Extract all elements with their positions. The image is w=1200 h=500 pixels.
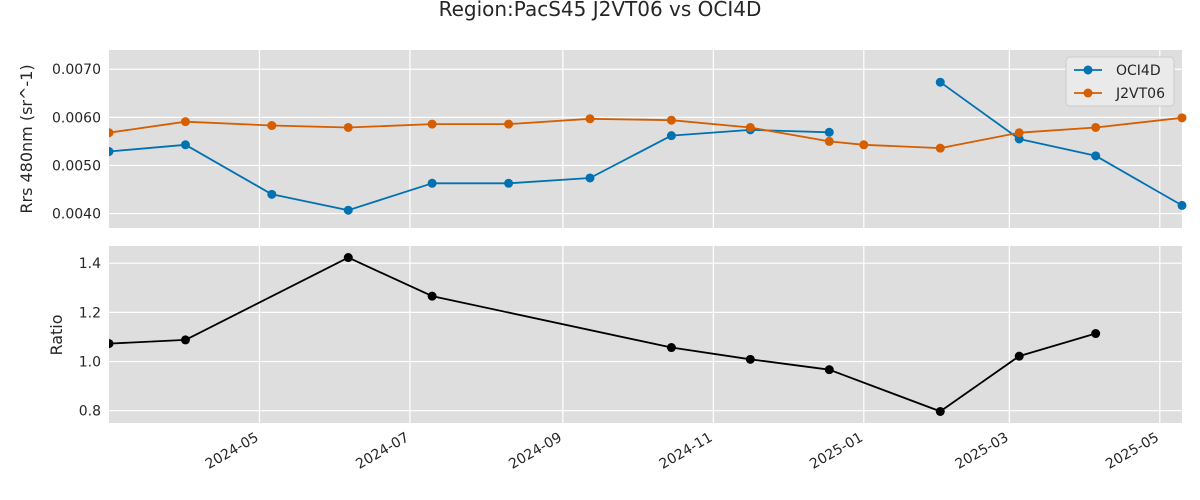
top-panel: 0.0040 0.0050 0.0060 0.0070 Rrs 480nm (sr^-… [17,50,1187,228]
oci4d-data-point [343,205,353,215]
ratio-data-point [180,335,190,345]
j2vt06-data-point [1014,128,1024,138]
x-tick-label: 2024-09 [506,430,565,473]
x-tick-label: 2024-07 [353,430,412,473]
y-tick-label: 0.0060 [52,110,101,126]
chart-title: Region:PacS45 J2VT06 vs OCI4D [439,0,762,21]
oci4d-data-point [1014,134,1024,144]
ratio-data-point [343,253,353,263]
j2vt06-data-point [109,128,114,138]
oci4d-data-point [504,178,514,188]
j2vt06-data-point [585,114,595,124]
ratio-data-point [935,406,945,416]
x-tick-labels: 2024-05 2024-07 2024-09 2024-11 2025-01 2025-… [203,430,1162,473]
y-tick-label: 1.0 [79,355,101,371]
j2vt06-data-point [666,115,676,125]
bottom-grid [109,246,1182,423]
x-tick-label: 2024-11 [657,430,716,473]
j2vt06-data-point [427,119,437,129]
top-y-tick-labels: 0.0040 0.0050 0.0060 0.0070 [52,62,101,222]
bottom-y-tick-labels: 0.8 1.0 1.2 1.4 [79,256,101,420]
bottom-y-axis-label: Ratio [47,314,66,355]
bottom-series-layer [109,253,1101,416]
oci4d-data-point [427,178,437,188]
x-tick-label: 2025-03 [953,430,1012,473]
bottom-panel: 0.8 1.0 1.2 1.4 2024-05 2024-07 2024-09 2024-1… [47,246,1182,473]
y-tick-label: 1.2 [79,305,101,321]
j2vt06-data-point [267,121,277,131]
j2vt06-data-point [1091,122,1101,132]
legend-oci4d-label: OCI4D [1116,63,1161,79]
oci4d-data-point [824,127,834,137]
x-tick-label: 2025-05 [1103,430,1162,473]
y-tick-label: 0.0070 [52,62,101,78]
oci4d-data-point [585,173,595,183]
y-tick-label: 1.4 [79,256,101,272]
j2vt06-data-point [824,136,834,146]
legend-j2vt06-marker [1083,88,1093,98]
top-series-layer [109,77,1187,215]
ratio-data-point [824,365,834,375]
ratio-data-point [427,291,437,301]
oci4d-data-point [109,147,114,157]
top-grid [109,50,1182,228]
oci4d-data-point [1091,151,1101,161]
ratio-data-point [1091,329,1101,339]
top-y-axis-label: Rrs 480nm (sr^-1) [17,64,36,213]
j2vt06-data-point [859,140,869,150]
bottom-panel-background [109,246,1182,423]
legend-j2vt06-label: J2VT06 [1115,86,1165,102]
y-tick-label: 0.8 [79,404,101,420]
oci4d-data-point [267,189,277,199]
ratio-series-line [109,256,1096,413]
x-tick-label: 2025-01 [807,430,866,473]
legend: OCI4D J2VT06 [1065,56,1175,107]
j2vt06-data-point [180,117,190,127]
legend-oci4d-marker [1083,65,1093,75]
oci4d-data-point [666,131,676,141]
ratio-data-point [666,343,676,353]
j2vt06-data-point [935,143,945,153]
ratio-data-point [1014,351,1024,361]
oci4d-data-point [935,77,945,87]
ratio-data-point [109,339,114,349]
j2vt06-data-point [745,122,755,132]
j2vt06-data-point [1177,113,1187,123]
y-tick-label: 0.0040 [52,207,101,223]
y-tick-label: 0.0050 [52,158,101,174]
oci4d-series-line [109,128,830,212]
oci4d-series-line [939,81,1183,207]
ratio-data-point [745,354,755,364]
x-tick-label: 2024-05 [203,430,262,473]
j2vt06-data-point [504,119,514,129]
oci4d-data-point [180,140,190,150]
oci4d-data-point [1177,200,1187,210]
j2vt06-data-point [343,122,353,132]
